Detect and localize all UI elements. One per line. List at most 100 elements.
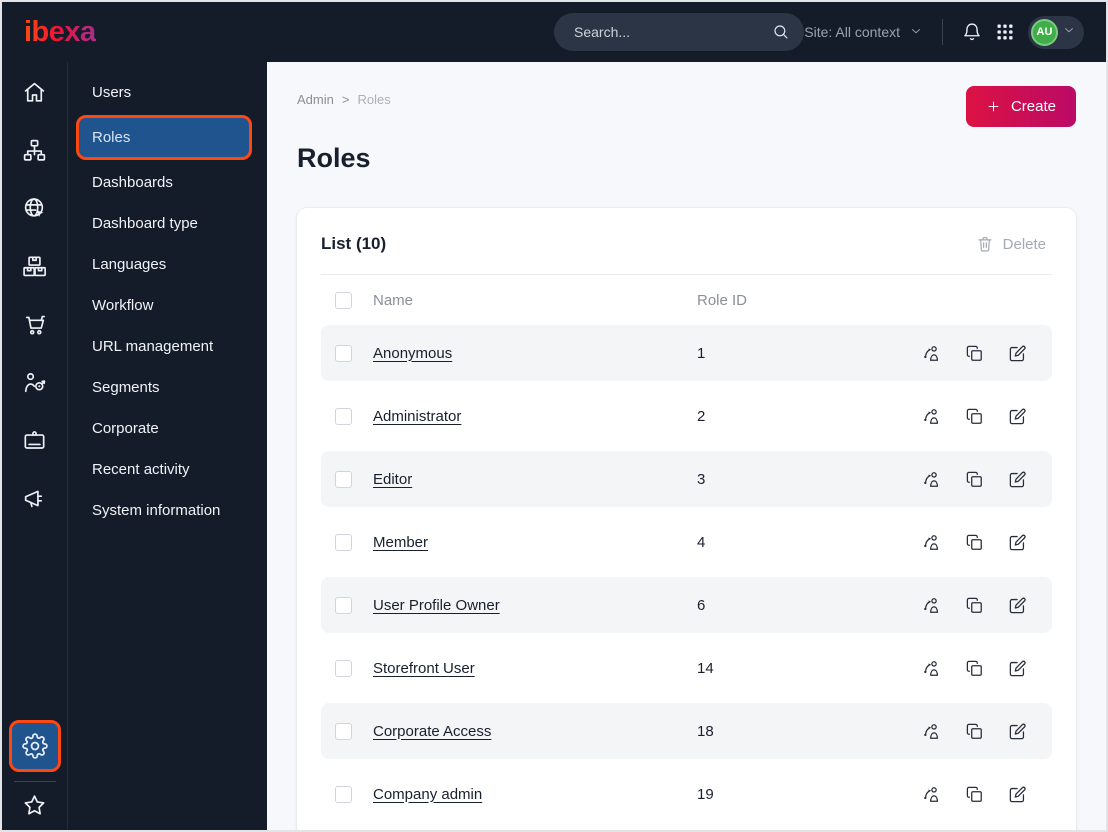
rail-campaigns-button[interactable] <box>22 486 47 511</box>
role-id-value: 4 <box>697 533 706 551</box>
copy-button[interactable] <box>965 596 984 615</box>
sidebar-item-recent-activity[interactable]: Recent activity <box>92 461 190 478</box>
rail-home-button[interactable] <box>22 80 47 105</box>
main-content: Admin > Roles Create Roles List (10) Del… <box>267 62 1106 830</box>
assign-user-icon <box>924 660 939 676</box>
copy-button[interactable] <box>965 533 984 552</box>
create-button-label: Create <box>1010 98 1056 115</box>
assign-user-icon <box>924 597 939 613</box>
edit-button[interactable] <box>1008 785 1027 804</box>
role-name-link[interactable]: User Profile Owner <box>373 596 500 614</box>
row-checkbox[interactable] <box>335 659 352 677</box>
sidebar-item-users[interactable]: Users <box>92 84 132 101</box>
assign-user-button[interactable] <box>922 596 941 615</box>
edit-button[interactable] <box>1008 722 1027 741</box>
edit-icon <box>1009 471 1026 487</box>
rail-content-structure-button[interactable] <box>22 138 47 163</box>
table-row: User Profile Owner 6 <box>321 577 1052 633</box>
row-checkbox[interactable] <box>335 596 352 614</box>
edit-button[interactable] <box>1008 659 1027 678</box>
assign-user-icon <box>924 534 939 550</box>
assign-user-button[interactable] <box>922 470 941 489</box>
copy-button[interactable] <box>965 470 984 489</box>
role-name-link[interactable]: Corporate Access <box>373 722 492 740</box>
ibexa-logo[interactable]: ibexa <box>24 15 96 48</box>
row-checkbox[interactable] <box>335 722 352 740</box>
role-name-link[interactable]: Administrator <box>373 407 462 425</box>
sidebar-item-corporate[interactable]: Corporate <box>92 420 159 437</box>
assign-user-button[interactable] <box>922 407 941 426</box>
packages-icon <box>23 256 46 277</box>
plus-icon <box>988 101 999 112</box>
sidebar-item-dashboard-type[interactable]: Dashboard type <box>92 215 198 232</box>
edit-icon <box>1009 786 1026 802</box>
topbar-divider <box>942 19 943 45</box>
rail-bookmarks-button[interactable] <box>22 793 47 818</box>
bell-icon <box>964 23 980 41</box>
edit-button[interactable] <box>1008 470 1027 489</box>
assign-user-button[interactable] <box>922 659 941 678</box>
rail-personalization-button[interactable] <box>22 370 47 395</box>
edit-button[interactable] <box>1008 533 1027 552</box>
edit-button[interactable] <box>1008 344 1027 363</box>
copy-button[interactable] <box>965 722 984 741</box>
rail-admin-settings-button[interactable] <box>8 720 61 772</box>
breadcrumb-admin[interactable]: Admin <box>297 92 334 107</box>
edit-button[interactable] <box>1008 407 1027 426</box>
delete-button-label: Delete <box>1002 235 1046 253</box>
select-all-checkbox[interactable] <box>335 291 352 309</box>
rail-commerce-button[interactable] <box>22 312 47 337</box>
row-checkbox[interactable] <box>335 344 352 362</box>
rail-corporate-button[interactable] <box>22 428 47 453</box>
notifications-button[interactable] <box>962 22 982 42</box>
rail-site-button[interactable] <box>22 196 47 221</box>
create-button[interactable]: Create <box>965 86 1076 127</box>
row-checkbox[interactable] <box>335 533 352 551</box>
trash-icon <box>978 237 992 252</box>
search-icon <box>774 25 788 39</box>
row-checkbox[interactable] <box>335 785 352 803</box>
role-name-link[interactable]: Member <box>373 533 429 551</box>
search-input[interactable] <box>572 23 772 41</box>
role-name-link[interactable]: Company admin <box>373 785 483 803</box>
sidebar-item-roles[interactable]: Roles <box>76 115 252 160</box>
sidebar-item-dashboards[interactable]: Dashboards <box>92 174 173 191</box>
chevron-icon <box>1065 27 1073 32</box>
sidebar-item-system-information[interactable]: System information <box>92 502 221 519</box>
assign-user-button[interactable] <box>922 533 941 552</box>
delete-button[interactable]: Delete <box>970 234 1052 254</box>
assign-user-icon <box>924 723 939 739</box>
sidebar-item-workflow[interactable]: Workflow <box>92 297 154 314</box>
edit-button[interactable] <box>1008 596 1027 615</box>
assign-user-button[interactable] <box>922 785 941 804</box>
row-checkbox[interactable] <box>335 470 352 488</box>
copy-button[interactable] <box>965 659 984 678</box>
copy-icon <box>966 345 982 361</box>
gear-icon <box>21 733 48 759</box>
user-menu[interactable]: AU <box>1028 15 1084 49</box>
rail-products-button[interactable] <box>22 254 47 279</box>
roles-list-card: List (10) Delete Name Role ID Anonymous 1… <box>297 208 1076 830</box>
assign-user-button[interactable] <box>922 344 941 363</box>
role-id-value: 18 <box>697 722 714 740</box>
table-row: Storefront User 14 <box>321 640 1052 696</box>
copy-icon <box>966 723 982 739</box>
role-name-link[interactable]: Storefront User <box>373 659 475 677</box>
copy-button[interactable] <box>965 785 984 804</box>
icon-rail <box>2 62 68 830</box>
apps-grid-button[interactable] <box>995 22 1015 42</box>
sidebar-item-url-management[interactable]: URL management <box>92 338 214 355</box>
cart-icon <box>25 315 46 335</box>
copy-button[interactable] <box>965 407 984 426</box>
row-checkbox[interactable] <box>335 407 352 425</box>
sidebar-item-languages[interactable]: Languages <box>92 256 167 273</box>
edit-icon <box>1009 534 1026 550</box>
role-name-link[interactable]: Editor <box>373 470 413 488</box>
copy-button[interactable] <box>965 344 984 363</box>
chevron-down-icon <box>1062 23 1076 42</box>
role-name-link[interactable]: Anonymous <box>373 344 453 362</box>
sidebar-item-segments[interactable]: Segments <box>92 379 160 396</box>
copy-icon <box>966 786 982 802</box>
assign-user-button[interactable] <box>922 722 941 741</box>
